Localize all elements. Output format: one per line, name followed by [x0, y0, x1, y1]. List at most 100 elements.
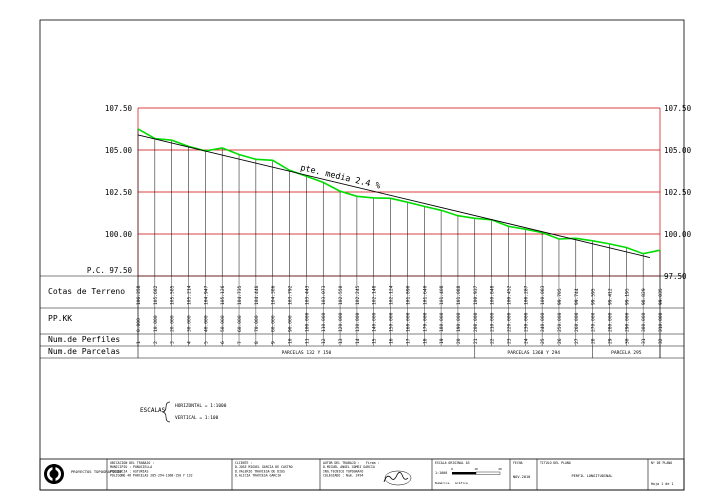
- pk-value: 90.000: [288, 315, 294, 332]
- terrain-value: 100.452: [506, 285, 512, 305]
- escalas-label: ESCALAS: [140, 407, 166, 414]
- terrain-value: 104.446: [254, 285, 260, 305]
- y-tick-left: 105.00: [105, 146, 133, 155]
- author-line: D.MIGUEL ANGEL GOMEZ GARCIA: [323, 465, 375, 469]
- terrain-value: 102.148: [372, 285, 378, 305]
- profile-number: 13: [338, 338, 344, 344]
- company-logo: [44, 464, 64, 484]
- y-tick-right: 97.50: [664, 272, 687, 281]
- y-tick-right: 105.00: [664, 146, 692, 155]
- pk-value: 120.000: [338, 312, 344, 332]
- terrain-value: 100.848: [490, 285, 496, 305]
- terrain-value: 101.408: [439, 285, 445, 305]
- parcel-label: PARCELA 295: [611, 350, 642, 356]
- pk-value: 140.000: [372, 312, 378, 332]
- pk-value: 70.000: [254, 315, 260, 332]
- escala-original: ESCALA ORIGINAL A3: [435, 461, 470, 465]
- sheet-border: [39, 19, 685, 491]
- terrain-value: 101.640: [422, 285, 428, 305]
- profile-number: 28: [591, 338, 597, 344]
- pk-value: 0.000: [136, 318, 142, 332]
- row-label-ppkk: PP.KK: [48, 314, 72, 323]
- signature-oval: [384, 470, 412, 486]
- profile-number: 14: [355, 338, 361, 344]
- client-line: CLIENTE :: [235, 461, 252, 465]
- pk-value: 160.000: [405, 312, 411, 332]
- firma-label: Firma :: [366, 461, 380, 465]
- location-line: UBICACION DEL TRABAJO :: [110, 461, 154, 465]
- profile-number: 15: [372, 338, 378, 344]
- terrain-value: 99.412: [607, 288, 613, 305]
- author-line: ING.TECNICO TOPOGRAFO: [323, 469, 363, 473]
- author-line: AUTOR DEL TRABAJO :: [323, 461, 360, 465]
- pk-value: 220.000: [506, 312, 512, 332]
- row-label-parcelas: Num.de Parcelas: [48, 347, 120, 356]
- escala-numeric-value: 1:1000: [435, 471, 447, 475]
- pk-value: 110.000: [321, 312, 327, 332]
- pk-value: 230.000: [523, 312, 529, 332]
- profile-number: 16: [389, 338, 395, 344]
- terrain-value: 99.035: [658, 288, 664, 305]
- profile-number: 27: [574, 338, 580, 344]
- row-label-cotas: Cotas de Terreno: [48, 287, 125, 296]
- terrain-value: 105.682: [153, 285, 159, 305]
- fecha-value: NOV.2010: [513, 475, 530, 479]
- profile-number: 12: [321, 338, 327, 344]
- profile-number: 4: [187, 341, 193, 344]
- pk-value: 170.000: [422, 312, 428, 332]
- terrain-value: 106.258: [136, 285, 142, 305]
- pk-value: 10.000: [153, 315, 159, 332]
- profile-number: 21: [473, 338, 479, 344]
- pk-value: 240.000: [540, 312, 546, 332]
- terrain-value: 99.705: [557, 288, 563, 305]
- location-line: MUNICIPIO : PONUCIELLA: [110, 465, 152, 469]
- profile-number: 5: [203, 341, 209, 344]
- terrain-value: 103.073: [321, 285, 327, 305]
- terrain-value: 105.585: [170, 285, 176, 305]
- terrain-value: 101.088: [456, 285, 462, 305]
- pk-value: 190.000: [456, 312, 462, 332]
- profile-number: 8: [254, 341, 260, 344]
- y-tick-left: 107.50: [105, 104, 133, 113]
- profile-number: 11: [304, 338, 310, 344]
- profile-number: 10: [288, 338, 294, 344]
- parcel-label: PARCELAS 1368 Y 294: [507, 350, 560, 356]
- profile-number: 18: [422, 338, 428, 344]
- terrain-value: 104.735: [237, 285, 243, 305]
- client-line: D.JOSE MIGUEL GARCIA DE CASTRO: [235, 465, 293, 469]
- reference-level-label: P.C. 97.50: [87, 266, 133, 275]
- terrain-value: 104.386: [271, 285, 277, 305]
- profile-number: 20: [456, 338, 462, 344]
- terrain-value: 98.829: [641, 288, 647, 305]
- author-line: COLEGIADO : Num. 2494: [323, 474, 363, 478]
- fecha-label: FECHA: [513, 461, 523, 465]
- escala-grafica-label: Gráfica: [455, 481, 468, 485]
- location-line: PROVINCIA : ASTURIAS: [110, 469, 148, 473]
- profile-number: 26: [557, 338, 563, 344]
- client-line: D.VALERIO TRAVIESA DE DIOS: [235, 469, 285, 473]
- profile-number: 17: [405, 338, 411, 344]
- y-tick-right: 100.00: [664, 230, 692, 239]
- y-axis-labels: 107.50 107.50 105.00 105.00 102.50 102.50 100.…: [105, 104, 692, 281]
- profile-number: 9: [271, 341, 277, 344]
- terrain-value: 100.083: [540, 285, 546, 305]
- profile-number: 22: [490, 338, 496, 344]
- pk-value: 40.000: [203, 315, 209, 332]
- location-line: POLIGONO 46 PARCELAS 285-294-1368-150 Y …: [110, 474, 193, 478]
- profile-number: 6: [220, 341, 226, 344]
- mean-slope-line: [137, 134, 651, 258]
- signature: [383, 472, 409, 483]
- terrain-value: 103.792: [288, 285, 294, 305]
- y-tick-left: 102.50: [105, 188, 133, 197]
- titulo-value: PERFIL LONGITUDINAL: [571, 474, 612, 478]
- company-name: PROYECTOS TOPOGRAFICOS: [71, 469, 122, 474]
- pk-value: 180.000: [439, 312, 445, 332]
- pk-value: 250.000: [557, 312, 563, 332]
- profile-number: 25: [540, 338, 546, 344]
- pk-value: 310.000: [658, 312, 664, 332]
- terrain-value: 100.287: [523, 285, 529, 305]
- profile-number: 31: [641, 338, 647, 344]
- plano-value: Hoja 1 de 1: [651, 482, 673, 486]
- terrain-value: 99.195: [624, 288, 630, 305]
